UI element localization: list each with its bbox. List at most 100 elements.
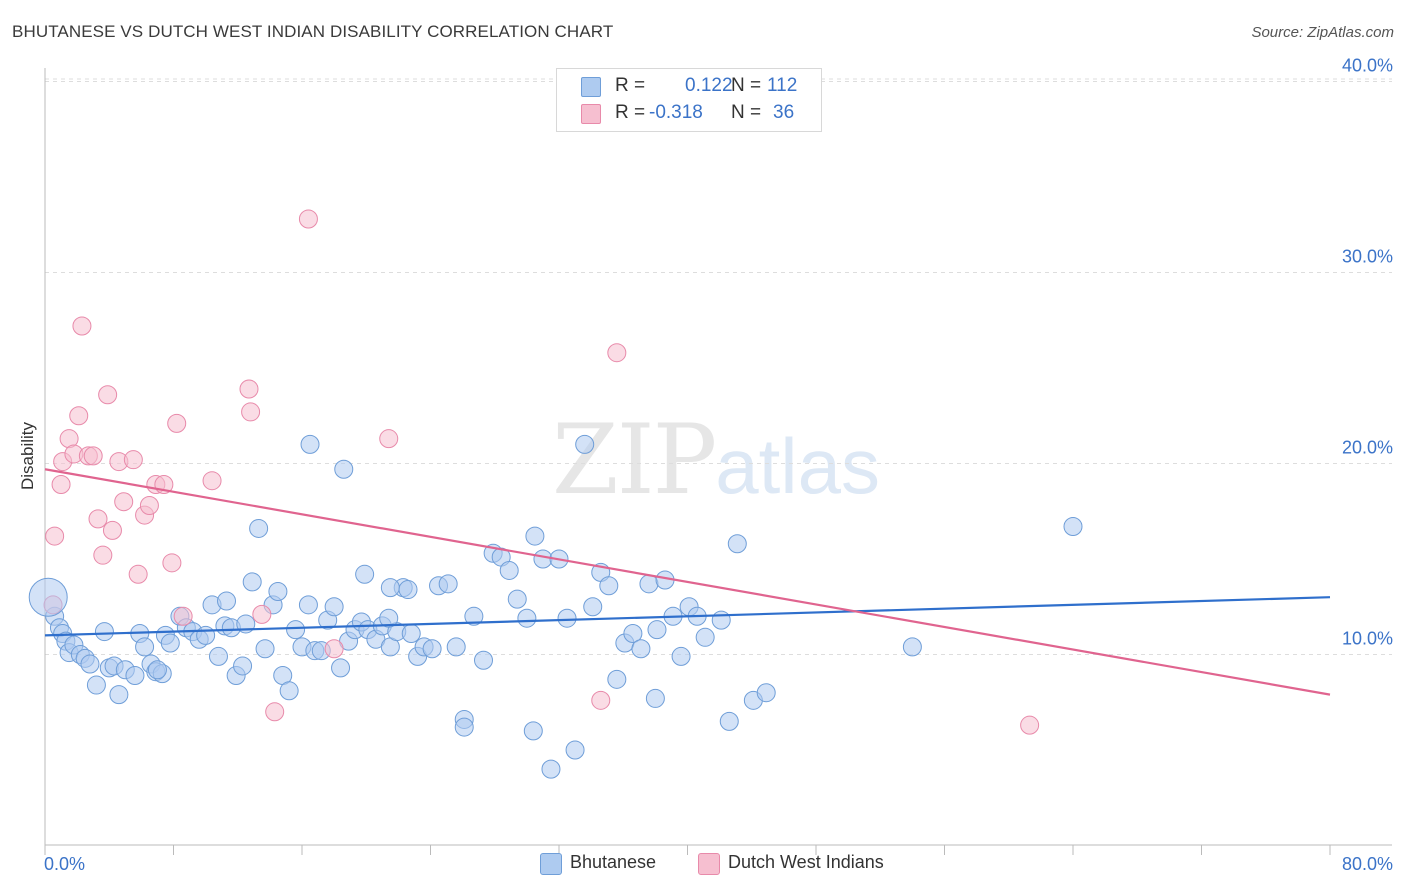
point-bhutanese: [147, 660, 167, 680]
legend-label-bhutanese: Bhutanese: [570, 852, 657, 872]
point-dutch-west-indians: [88, 509, 108, 529]
point-dutch-west-indians: [72, 316, 92, 336]
point-bhutanese: [135, 637, 155, 657]
point-bhutanese: [464, 606, 484, 626]
trend-line-bhutanese: [44, 596, 1331, 637]
point-bhutanese: [160, 633, 180, 653]
legend-label-dutch-west-indians: Dutch West Indians: [728, 852, 884, 872]
legend-r-label: R =: [615, 102, 646, 123]
point-bhutanese: [565, 740, 585, 760]
point-bhutanese: [80, 654, 100, 674]
point-dutch-west-indians: [98, 385, 118, 405]
point-bhutanese: [286, 620, 306, 640]
point-bhutanese: [607, 669, 627, 689]
legend-n-label: N =: [731, 75, 762, 96]
point-dutch-west-indians: [102, 520, 122, 540]
point-bhutanese: [355, 564, 375, 584]
legend-swatch-dutch-west-indians: [581, 104, 601, 124]
point-dutch-west-indians: [114, 492, 134, 512]
legend-n-value: 112: [767, 75, 798, 96]
point-bhutanese: [125, 666, 145, 686]
point-bhutanese: [756, 683, 776, 703]
source-label: Source: ZipAtlas.com: [1251, 24, 1394, 41]
point-dutch-west-indians: [173, 606, 193, 626]
point-bhutanese: [331, 658, 351, 678]
point-bhutanese: [249, 518, 269, 538]
point-bhutanese: [623, 623, 643, 643]
point-dutch-west-indians: [45, 526, 65, 546]
point-bhutanese: [298, 595, 318, 615]
point-bhutanese: [727, 534, 747, 554]
point-dutch-west-indians: [51, 475, 71, 495]
legend-swatch-bhutanese: [540, 853, 562, 875]
legend-swatch-bhutanese: [581, 77, 601, 97]
point-bhutanese: [255, 639, 275, 659]
point-bhutanese: [523, 721, 543, 741]
point-dutch-west-indians: [324, 639, 344, 659]
legend-n-label: N =: [731, 102, 762, 123]
point-bhutanese: [334, 459, 354, 479]
watermark-zip: ZIP: [552, 404, 717, 516]
point-dutch-west-indians: [139, 496, 159, 516]
x-tick-label: 0.0%: [44, 854, 85, 874]
point-bhutanese: [422, 639, 442, 659]
point-bhutanese: [507, 589, 527, 609]
point-dutch-west-indians: [591, 690, 611, 710]
legend-r-value: -0.318: [649, 102, 703, 123]
point-dutch-west-indians: [167, 413, 187, 433]
point-dutch-west-indians: [162, 553, 182, 573]
point-bhutanese: [695, 627, 715, 647]
point-bhutanese: [446, 637, 466, 657]
point-bhutanese: [233, 656, 253, 676]
point-bhutanese: [324, 597, 344, 617]
point-bhutanese: [631, 639, 651, 659]
legend-swatch-dutch-west-indians: [698, 853, 720, 875]
x-tick-label: 80.0%: [1342, 854, 1393, 874]
point-bhutanese: [208, 646, 228, 666]
point-bhutanese: [599, 576, 619, 596]
point-bhutanese: [474, 650, 494, 670]
point-dutch-west-indians: [379, 429, 399, 449]
watermark-atlas: atlas: [715, 422, 880, 510]
point-dutch-west-indians: [202, 471, 222, 491]
point-dutch-west-indians: [241, 402, 261, 422]
point-bhutanese: [541, 759, 561, 779]
trend-line-dutch-west-indians: [44, 468, 1331, 696]
point-bhutanese: [647, 620, 667, 640]
point-bhutanese: [94, 622, 114, 642]
point-bhutanese-large: [28, 577, 68, 617]
point-bhutanese: [645, 688, 665, 708]
y-tick-label: 30.0%: [1342, 247, 1393, 267]
point-bhutanese: [557, 608, 577, 628]
point-dutch-west-indians: [69, 406, 89, 426]
point-dutch-west-indians: [83, 446, 103, 466]
point-dutch-west-indians: [128, 564, 148, 584]
point-dutch-west-indians: [1020, 715, 1040, 735]
point-bhutanese: [438, 574, 458, 594]
point-bhutanese: [379, 608, 399, 628]
legend-n-value: 36: [773, 102, 795, 123]
point-bhutanese: [196, 625, 216, 645]
point-bhutanese: [639, 574, 659, 594]
point-dutch-west-indians: [298, 209, 318, 229]
point-bhutanese: [719, 711, 739, 731]
point-bhutanese: [217, 591, 237, 611]
point-dutch-west-indians: [239, 379, 259, 399]
y-tick-label: 10.0%: [1342, 629, 1393, 649]
point-bhutanese: [268, 581, 288, 601]
point-dutch-west-indians: [265, 702, 285, 722]
point-dutch-west-indians: [123, 450, 143, 470]
point-bhutanese: [533, 549, 553, 569]
legend-r-value: 0.122: [685, 75, 733, 96]
point-dutch-west-indians: [93, 545, 113, 565]
point-bhutanese: [711, 610, 731, 630]
y-axis-label: Disability: [18, 421, 37, 490]
point-dutch-west-indians: [607, 343, 627, 363]
point-dutch-west-indians: [252, 604, 272, 624]
point-bhutanese: [575, 434, 595, 454]
point-bhutanese: [109, 685, 129, 705]
point-bhutanese: [517, 608, 537, 628]
point-bhutanese: [86, 675, 106, 695]
legend-r-label: R =: [615, 75, 646, 96]
